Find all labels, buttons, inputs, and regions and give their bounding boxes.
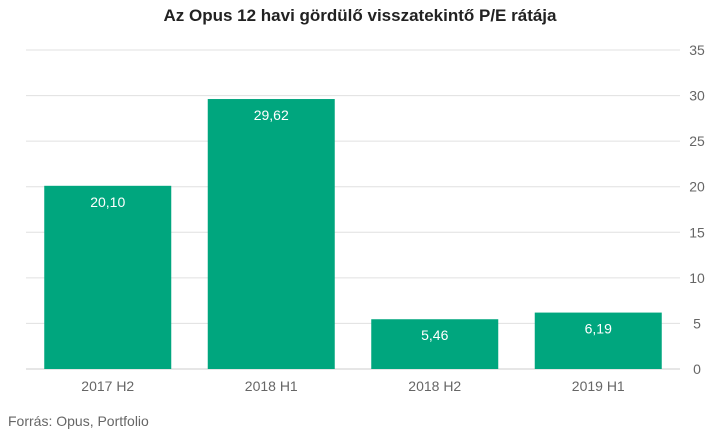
y-axis: 0 5 10 15 20 25 30 35 — [689, 42, 705, 377]
data-label: 6,19 — [585, 321, 612, 337]
data-label: 29,62 — [254, 107, 289, 123]
y-tick-label: 35 — [689, 42, 705, 58]
y-tick-label: 30 — [689, 88, 705, 104]
chart-title: Az Opus 12 havi gördülő visszatekintő P/… — [163, 6, 557, 25]
bar — [534, 312, 662, 369]
bars — [44, 99, 662, 370]
bar — [44, 185, 172, 369]
y-tick-label: 15 — [689, 224, 705, 240]
x-tick-label: 2018 H2 — [408, 378, 461, 394]
x-axis: 2017 H2 2018 H1 2018 H2 2019 H1 — [81, 378, 625, 394]
y-tick-label: 25 — [689, 133, 705, 149]
data-label: 20,10 — [90, 194, 125, 210]
bar — [371, 319, 499, 369]
grid-lines — [26, 49, 680, 370]
data-label: 5,46 — [421, 327, 448, 343]
y-tick-label: 20 — [689, 179, 705, 195]
data-labels: 20,10 29,62 5,46 6,19 — [90, 107, 612, 343]
bar — [207, 99, 335, 370]
x-tick-label: 2019 H1 — [572, 378, 625, 394]
y-tick-label: 5 — [693, 315, 701, 331]
x-tick-label: 2017 H2 — [81, 378, 134, 394]
x-tick-label: 2018 H1 — [245, 378, 298, 394]
y-tick-label: 0 — [693, 361, 701, 377]
y-tick-label: 10 — [689, 270, 705, 286]
source-note: Forrás: Opus, Portfolio — [8, 413, 149, 429]
